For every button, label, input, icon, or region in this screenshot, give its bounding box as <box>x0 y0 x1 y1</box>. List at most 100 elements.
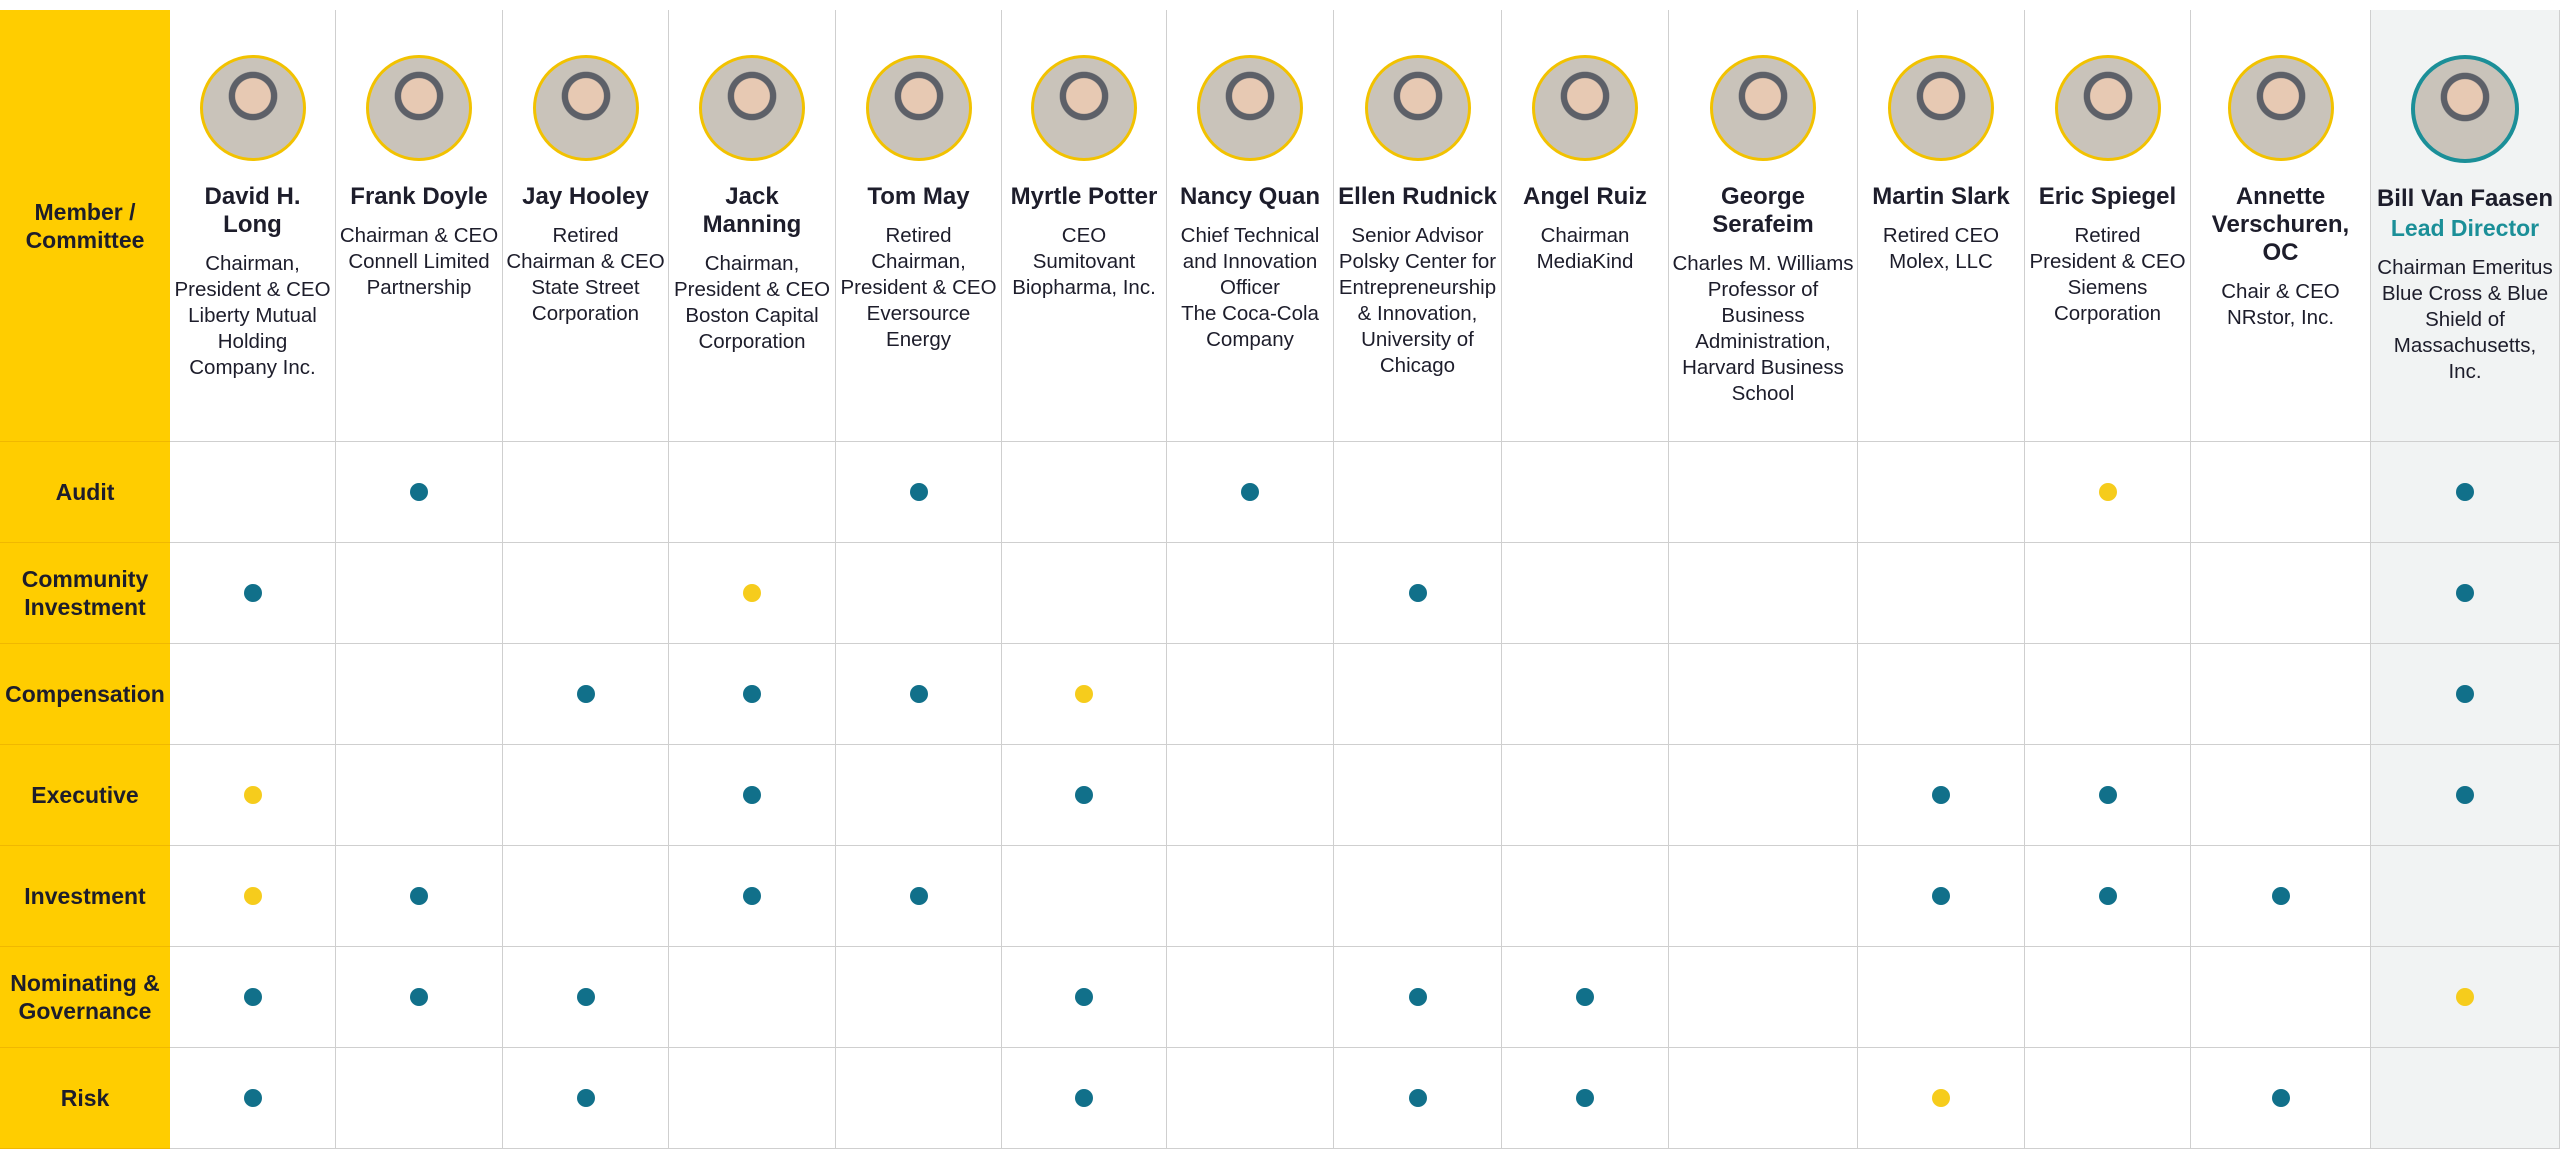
title-line: Company Inc. <box>189 356 316 379</box>
title-line: Chairman & CEO <box>506 250 665 273</box>
committee-label: Risk <box>0 1048 170 1149</box>
member-title: Retired CEO Molex, LLC <box>1883 223 1999 275</box>
matrix-cell <box>1167 947 1334 1048</box>
corner-line: Member / <box>34 198 136 225</box>
member-name: Bill Van Faasen <box>2376 185 2554 212</box>
member-title: Senior Advisor Polsky Center for Entrepren… <box>1339 223 1496 379</box>
matrix-cell <box>669 1048 836 1149</box>
matrix-cell <box>503 644 669 745</box>
title-line: Boston Capital <box>685 304 819 327</box>
member-photo <box>532 55 639 161</box>
committee-name-line: Audit <box>55 479 115 505</box>
member-name: Nancy Quan <box>1179 183 1321 210</box>
matrix-cell <box>1669 644 1858 745</box>
membership-dot <box>1576 1089 1594 1107</box>
title-line: The Coca-Cola <box>1181 302 1319 325</box>
matrix-cell <box>836 543 1002 644</box>
member-photo <box>2054 55 2161 161</box>
membership-dot <box>2456 988 2474 1006</box>
title-line: Corporation <box>531 302 640 325</box>
matrix-cell <box>1502 543 1669 644</box>
member-name: Martin Slark <box>1872 183 2010 210</box>
member-header: Frank Doyle Chairman & CEO Connell Limited… <box>336 10 503 442</box>
title-line: President & CEO <box>174 278 331 301</box>
membership-dot <box>1932 887 1950 905</box>
title-line: Chair & CEO <box>2221 280 2340 303</box>
membership-dot <box>243 887 262 905</box>
title-line: NRstor, Inc. <box>2226 306 2335 329</box>
member-photo <box>1031 55 1137 161</box>
matrix-cell <box>669 644 836 745</box>
matrix-cell <box>503 745 669 846</box>
committee-name-line: Investment <box>24 883 146 909</box>
matrix-cell <box>2191 543 2371 644</box>
matrix-cell <box>669 846 836 947</box>
member-header: Myrtle Potter CEO Sumitovant Biopharma, Inc… <box>1002 10 1167 442</box>
matrix-cell <box>2025 543 2191 644</box>
matrix-cell <box>2025 442 2191 543</box>
matrix-cell <box>1334 745 1502 846</box>
matrix-cell <box>836 846 1002 947</box>
title-line: Retired <box>552 224 619 247</box>
member-name: Annette Verschuren, OC <box>2211 183 2350 266</box>
matrix-cell <box>170 947 336 1048</box>
member-photo <box>1364 55 1471 161</box>
member-name: David H. Long <box>204 183 301 238</box>
matrix-cell <box>170 442 336 543</box>
matrix-cell <box>336 644 503 745</box>
member-title: Chairman & CEO Connell Limited Partnership <box>340 223 498 301</box>
matrix-cell <box>2025 745 2191 846</box>
corner-line: Committee <box>25 226 145 253</box>
title-line: Chairman & CEO <box>339 224 499 247</box>
matrix-cell <box>1002 442 1167 543</box>
matrix-cell <box>669 745 836 846</box>
matrix-cell <box>503 543 669 644</box>
title-line: Retired <box>885 224 952 247</box>
member-photo <box>1197 55 1303 161</box>
member-header: Angel Ruiz Chairman MediaKind <box>1502 10 1669 442</box>
title-line: Inc. <box>2448 360 2482 383</box>
title-line: Company <box>1206 328 1294 351</box>
matrix-cell <box>1858 947 2025 1048</box>
matrix-cell <box>2025 644 2191 745</box>
committee-label: Nominating & Governance <box>0 947 170 1048</box>
membership-dot <box>743 584 761 602</box>
matrix-cell <box>1167 543 1334 644</box>
matrix-cell <box>1502 947 1669 1048</box>
matrix-cell <box>2191 947 2371 1048</box>
corner-header: Member / Committee <box>0 10 170 442</box>
member-name: Tom May <box>867 183 970 210</box>
member-photo <box>699 55 805 161</box>
membership-dot <box>743 685 761 703</box>
matrix-cell <box>1858 543 2025 644</box>
matrix-cell <box>1334 846 1502 947</box>
matrix-cell <box>2371 745 2560 846</box>
member-photo <box>2227 55 2334 161</box>
member-name: Jack Manning <box>702 183 802 238</box>
title-line: Holding <box>217 330 288 353</box>
title-line: Corporation <box>2053 302 2162 325</box>
matrix-cell <box>1669 1048 1858 1149</box>
member-title: Chairman, President & CEO Liberty Mutual Ho… <box>174 251 330 381</box>
title-line: MediaKind <box>1536 250 1634 273</box>
matrix-cell <box>2371 543 2560 644</box>
member-name: Eric Spiegel <box>2038 183 2177 210</box>
member-title: Chairman, President & CEO Boston Capital Co… <box>674 251 830 355</box>
membership-dot <box>2098 483 2117 501</box>
member-photo <box>2411 55 2519 163</box>
matrix-cell <box>836 745 1002 846</box>
title-line: University of <box>1361 328 1474 351</box>
title-line: Chairman <box>1540 224 1630 247</box>
matrix-cell <box>2371 846 2560 947</box>
membership-dot <box>576 685 595 703</box>
member-header: Annette Verschuren, OC Chair & CEO NRstor,… <box>2191 10 2371 442</box>
matrix-cell <box>170 644 336 745</box>
membership-dot <box>1408 584 1427 602</box>
committee-label: Audit <box>0 442 170 543</box>
title-line: Entrepreneurship <box>1338 276 1497 299</box>
committee-name-line: Executive <box>31 782 139 808</box>
member-header: Eric Spiegel Retired President & CEO Siemen… <box>2025 10 2191 442</box>
member-photo <box>366 55 472 161</box>
matrix-cell <box>836 1048 1002 1149</box>
